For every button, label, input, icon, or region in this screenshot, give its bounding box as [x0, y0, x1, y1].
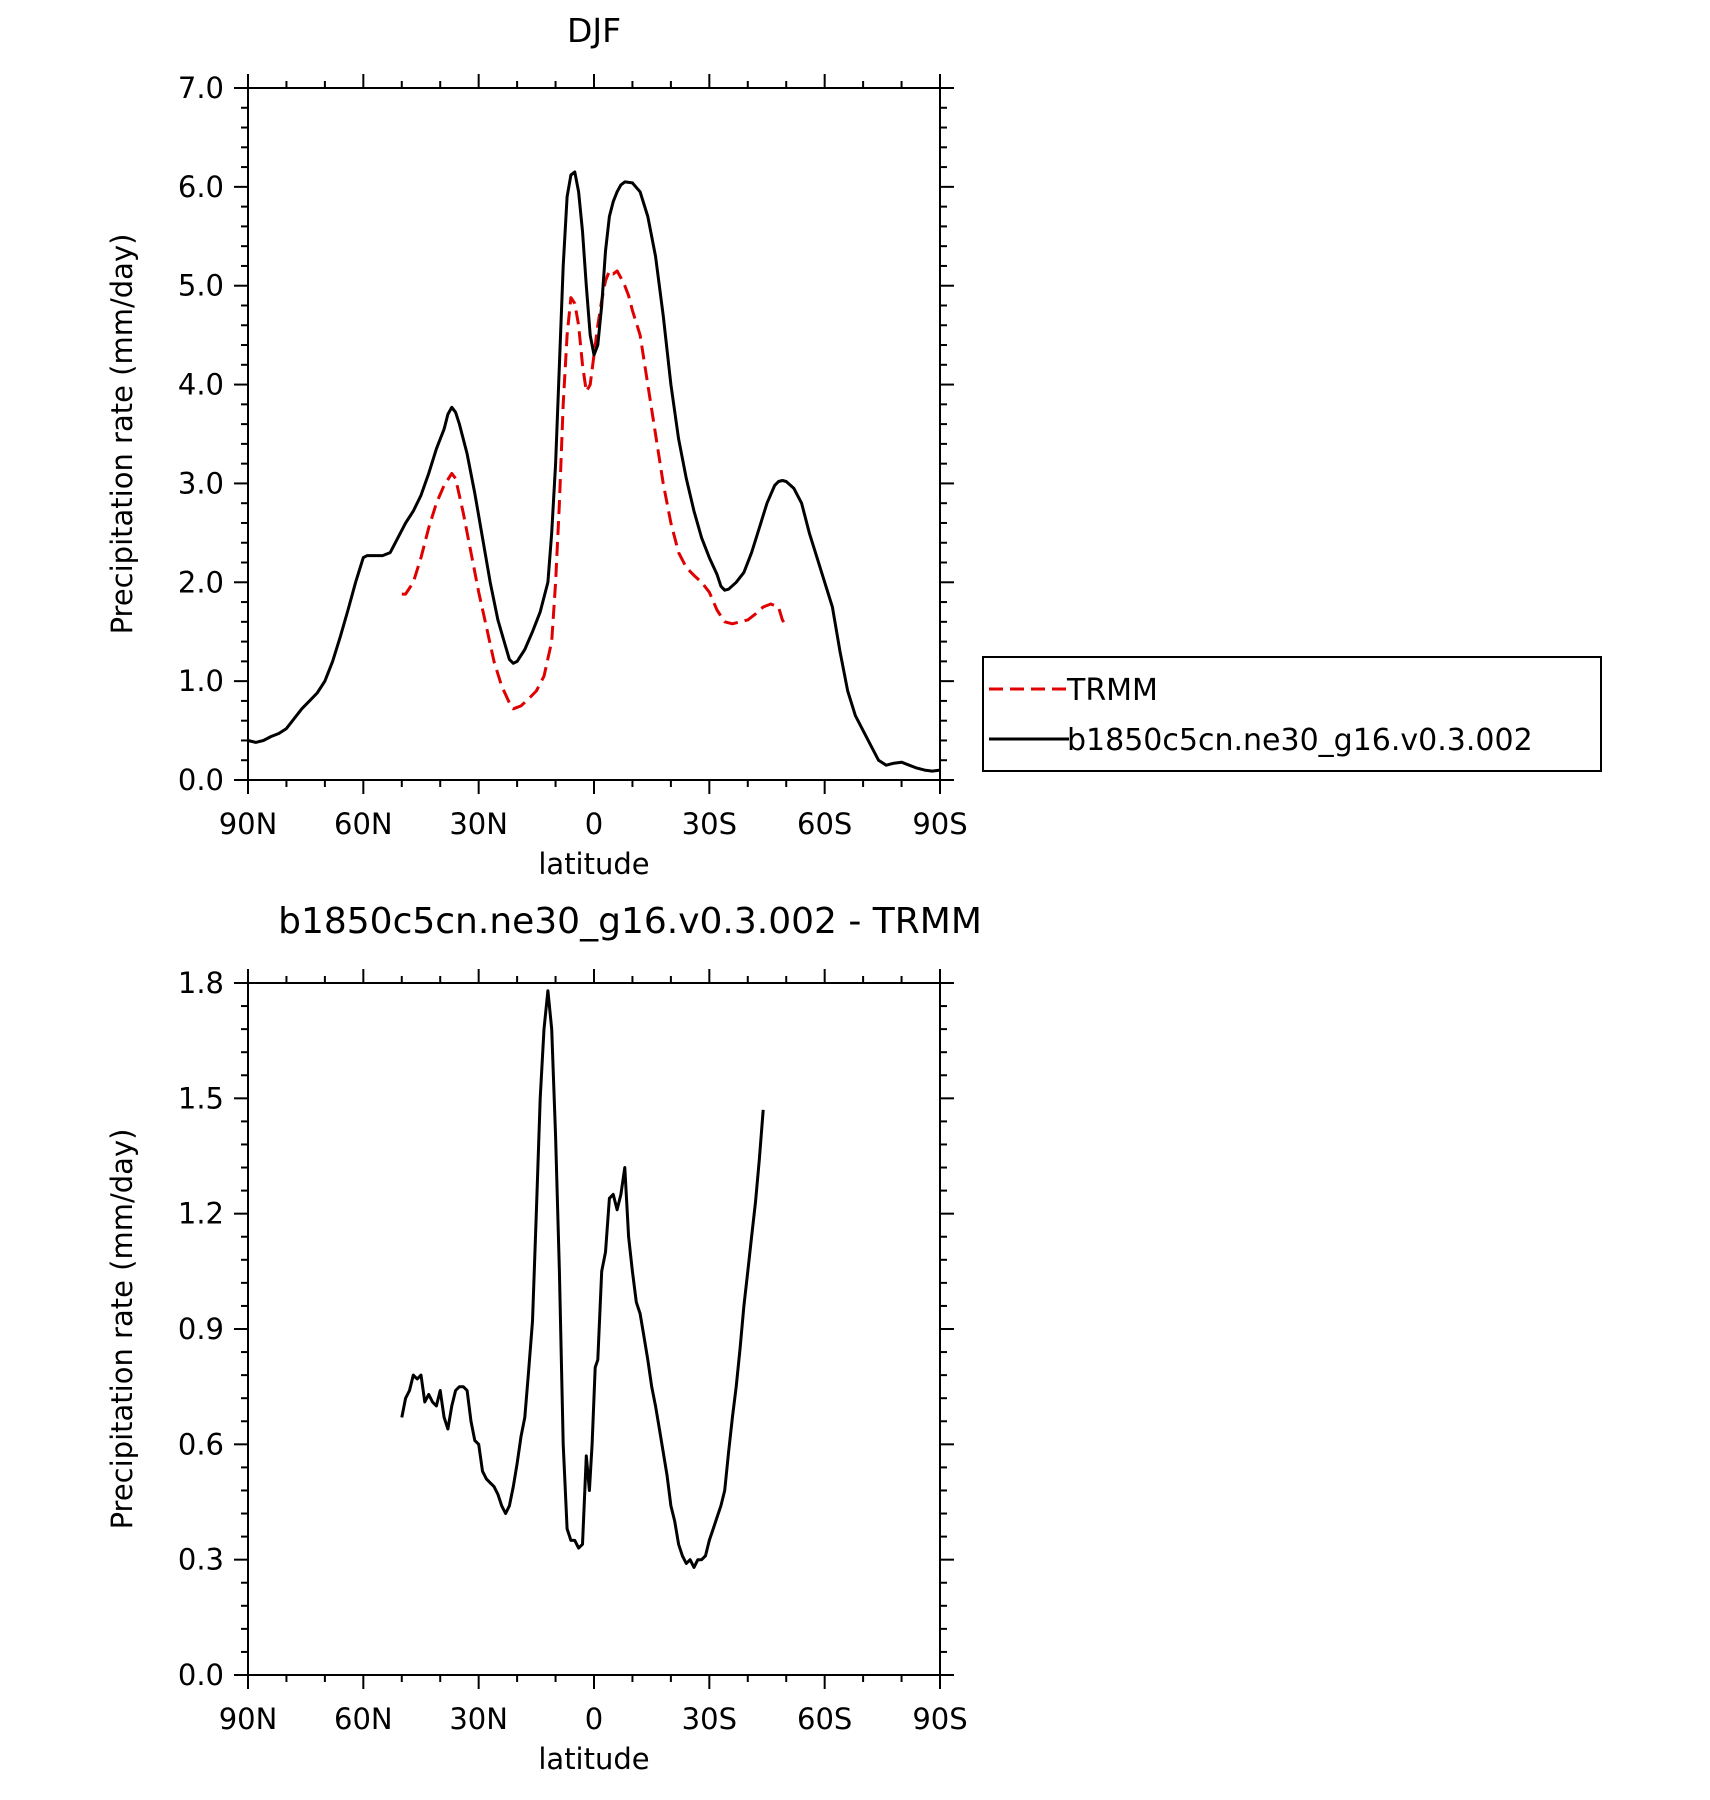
- series-line-b1850c5cn.ne30_g16.v0.3.002: [247, 170, 941, 773]
- x-axis-label: latitude: [538, 847, 649, 881]
- legend-label: b1850c5cn.ne30_g16.v0.3.002: [1067, 723, 1533, 758]
- y-axis-label: Precipitation rate (mm/day): [105, 234, 139, 635]
- y-tick-label: 3.0: [178, 466, 224, 500]
- plot-frame: [247, 87, 941, 781]
- y-tick-label: 2.0: [178, 565, 224, 599]
- x-tick-label: 0: [585, 807, 603, 841]
- x-tick-label: 0: [585, 1702, 603, 1736]
- x-tick-label: 30S: [682, 807, 737, 841]
- x-tick-label: 90S: [912, 807, 967, 841]
- series-line-TRMM: [401, 269, 788, 711]
- bottom-chart-panel: 90N 60N 30N 0 30S 60S 90S 0.0 0.3 0.6 0.9 1.2 1.5 1.8…: [105, 901, 982, 1776]
- y-tick-label: 5.0: [178, 269, 224, 303]
- y-tick-label: 1.8: [178, 966, 224, 1000]
- x-tick-label: 90S: [912, 1702, 967, 1736]
- x-tick-label: 60S: [797, 807, 852, 841]
- x-tick-label: 30S: [682, 1702, 737, 1736]
- y-tick-label: 1.2: [178, 1197, 224, 1231]
- y-tick-label: 6.0: [178, 170, 224, 204]
- x-tick-label: 30N: [449, 807, 508, 841]
- y-tick-label: 0.6: [178, 1427, 224, 1461]
- y-tick-label: 0.9: [178, 1312, 224, 1346]
- y-tick-label: 1.0: [178, 664, 224, 698]
- plot-frame: [247, 982, 941, 1676]
- y-tick-label: 0.0: [178, 763, 224, 797]
- legend: TRMM b1850c5cn.ne30_g16.v0.3.002: [982, 656, 1602, 772]
- legend-box: [982, 656, 1602, 772]
- chart-title: DJF: [567, 11, 621, 50]
- chart-title: b1850c5cn.ne30_g16.v0.3.002 - TRMM: [278, 901, 982, 942]
- y-tick-label: 0.3: [178, 1543, 224, 1577]
- x-tick-label: 30N: [449, 1702, 508, 1736]
- x-tick-label: 60N: [334, 807, 393, 841]
- y-tick-label: 7.0: [178, 71, 224, 105]
- series-line: [400, 989, 765, 1569]
- x-tick-label: 60N: [334, 1702, 393, 1736]
- y-tick-label: 0.0: [178, 1658, 224, 1692]
- y-tick-label: 4.0: [178, 368, 224, 402]
- y-axis-label: Precipitation rate (mm/day): [105, 1129, 139, 1530]
- x-tick-label: 90N: [219, 807, 278, 841]
- y-tick-label: 1.5: [178, 1081, 224, 1115]
- x-axis-label: latitude: [538, 1742, 649, 1776]
- x-tick-label: 60S: [797, 1702, 852, 1736]
- top-chart-panel: 90N 60N 30N 0 30S 60S 90S 0.0 1.0 2.0 3.0 4.0 5.0 6.0…: [105, 11, 968, 881]
- x-tick-label: 90N: [219, 1702, 278, 1736]
- legend-label: TRMM: [1066, 673, 1158, 708]
